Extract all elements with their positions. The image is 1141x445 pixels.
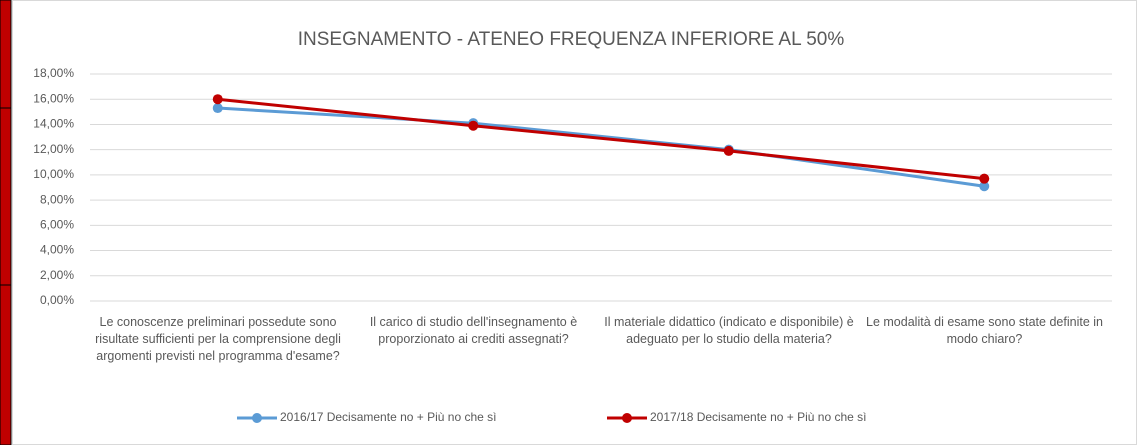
chart-title: INSEGNAMENTO - ATENEO FREQUENZA INFERIOR… [298,29,845,50]
x-tick-label: Il carico di studio dell'insegnamento è … [369,315,578,346]
y-tick-label: 8,00% [40,192,74,206]
series-line [217,106,985,188]
x-tick-label: Le conoscenze preliminari possedute sono… [95,315,341,363]
y-tick-label: 4,00% [40,243,74,257]
legend-label: 2016/17 Decisamente no + Più no che sì [280,410,496,424]
y-tick-label: 14,00% [33,117,74,131]
data-point [468,120,479,131]
y-tick-label: 10,00% [33,167,74,181]
data-point [979,181,990,192]
x-tick-label: Il materiale didattico (indicato e dispo… [604,315,854,346]
data-point [212,94,223,105]
chart-border [12,0,1137,445]
side-strip [0,0,12,445]
legend-label: 2017/18 Decisamente no + Più no che sì [650,410,866,424]
y-tick-label: 2,00% [40,268,74,282]
y-tick-label: 16,00% [33,91,74,105]
data-point [212,103,223,114]
data-point [723,145,734,156]
legend-marker [252,413,262,423]
data-point [979,173,990,184]
y-tick-label: 6,00% [40,218,74,232]
y-tick-label: 12,00% [33,142,74,156]
series-line [217,97,985,181]
y-tick-label: 18,00% [33,66,74,80]
y-tick-label: 0,00% [40,293,74,307]
legend-marker [622,413,632,423]
x-tick-label: Le modalità di esame sono state definite… [866,315,1103,346]
